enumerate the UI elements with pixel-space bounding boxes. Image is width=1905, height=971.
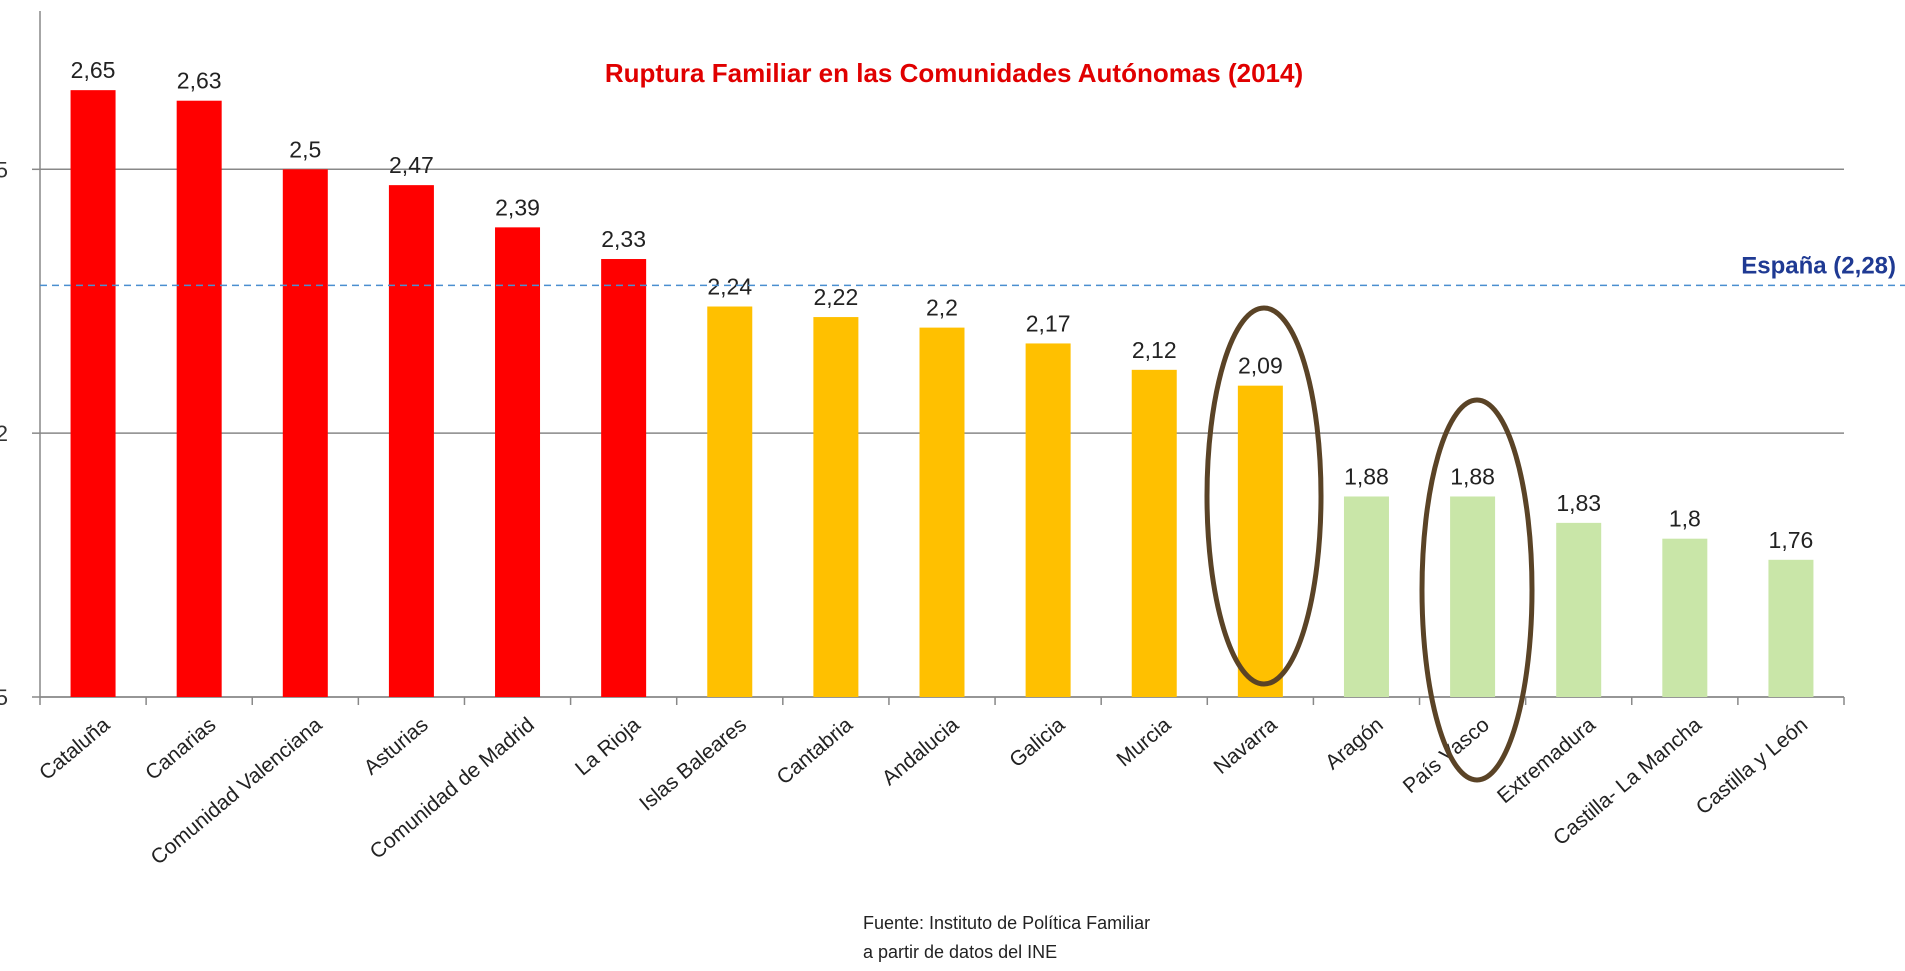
reference-label: España (2,28) <box>1741 252 1896 279</box>
value-label: 2,17 <box>1026 310 1071 336</box>
chart-title: Ruptura Familiar en las Comunidades Autó… <box>605 58 1303 88</box>
bar <box>1025 343 1071 697</box>
value-label: 1,88 <box>1344 463 1389 489</box>
x-tick-label: Cataluña <box>35 713 114 785</box>
value-label: 1,8 <box>1669 506 1701 532</box>
value-label: 1,76 <box>1769 527 1814 553</box>
y-tick-label: 2 <box>0 421 8 446</box>
value-label: 2,2 <box>926 295 958 321</box>
value-label: 2,63 <box>177 68 222 94</box>
bar <box>1556 522 1602 697</box>
x-tick-label: Galicia <box>1005 713 1069 772</box>
bar <box>1768 559 1814 697</box>
bar <box>1343 496 1389 697</box>
bar <box>282 169 328 698</box>
bar <box>813 317 859 697</box>
x-tick-label: Aragón <box>1321 713 1388 774</box>
value-label: 2,24 <box>707 274 752 300</box>
value-label: 2,39 <box>495 194 540 220</box>
x-tick-label: La Rioja <box>571 713 645 780</box>
bar <box>601 259 647 697</box>
x-tick-label: Navarra <box>1210 713 1282 779</box>
bar <box>388 185 434 697</box>
bar <box>495 227 541 697</box>
value-label: 2,47 <box>389 152 434 178</box>
y-tick-label: 1,5 <box>0 685 8 710</box>
value-label: 1,83 <box>1556 490 1601 516</box>
x-tick-label: Comunidad Valenciana <box>147 713 327 869</box>
bar <box>1450 496 1496 697</box>
x-tick-label: Extremadura <box>1493 713 1600 808</box>
x-tick-label: Canarias <box>141 713 220 785</box>
bar <box>1237 385 1283 697</box>
bar <box>707 306 753 697</box>
bar <box>176 100 222 697</box>
bar <box>70 90 116 697</box>
bar <box>1662 538 1708 697</box>
bar <box>919 327 965 697</box>
highlight-ellipse <box>1204 305 1324 687</box>
highlight-ellipse <box>1419 397 1535 783</box>
value-label: 2,65 <box>71 57 116 83</box>
x-tick-label: País Vasco <box>1399 713 1494 798</box>
x-tick-label: Islas Baleares <box>635 713 751 815</box>
bar <box>1131 369 1177 697</box>
value-label: 2,09 <box>1238 353 1283 379</box>
x-tick-label: Cantabria <box>773 713 858 789</box>
value-label: 2,5 <box>289 136 321 162</box>
x-tick-label: Murcia <box>1112 713 1175 771</box>
value-label: 1,88 <box>1450 463 1495 489</box>
value-label: 2,22 <box>813 284 858 310</box>
source-line: a partir de datos del INE <box>863 942 1057 962</box>
x-tick-label: Asturias <box>360 713 433 779</box>
value-label: 2,33 <box>601 226 646 252</box>
y-tick-label: 2,5 <box>0 157 8 182</box>
x-tick-label: Castilla y León <box>1692 713 1812 819</box>
x-tick-label: Andalucia <box>878 713 964 790</box>
source-line: Fuente: Instituto de Política Familiar <box>863 913 1150 933</box>
value-label: 2,12 <box>1132 337 1177 363</box>
